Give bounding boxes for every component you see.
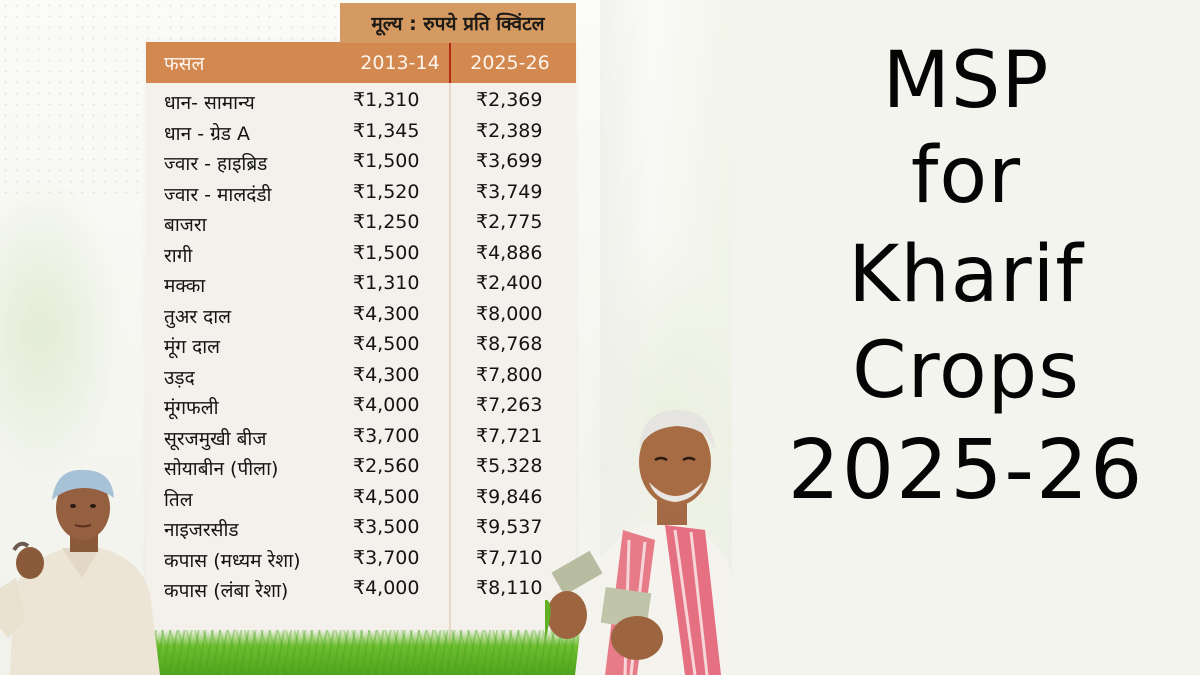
msp-2025-26: ₹3,749 (476, 180, 543, 203)
crop-name: सोयाबीन (पीला) (164, 458, 279, 480)
header-2013-14: 2013-14 (360, 51, 440, 74)
msp-2013-14: ₹4,000 (353, 577, 420, 599)
msp-2013-14: ₹3,500 (353, 516, 420, 538)
crop-name: मक्का (164, 275, 206, 297)
msp-2025-26: ₹7,721 (476, 424, 543, 447)
crop-name: नाइजरसीड (164, 519, 239, 541)
unit-label: मूल्य : रुपये प्रति क्विंटल (340, 3, 576, 43)
crop-name: धान- सामान्य (164, 92, 255, 114)
table-row: रागी ₹1,500 ₹4,886 (146, 240, 576, 271)
table-row: उड़द ₹4,300 ₹7,800 (146, 362, 576, 393)
msp-2025-26: ₹4,886 (476, 241, 543, 264)
msp-2025-26: ₹7,800 (476, 363, 543, 386)
table-header: फसल 2013-14 2025-26 (146, 42, 576, 83)
title-line-4: Crops (852, 326, 1080, 416)
table-row: ज्वार - मालदंडी ₹1,520 ₹3,749 (146, 179, 576, 210)
msp-2025-26: ₹7,263 (476, 394, 543, 416)
msp-2025-26: ₹8,110 (476, 577, 543, 599)
msp-2025-26: ₹8,768 (476, 333, 543, 355)
crop-name: तुअर दाल (164, 305, 232, 328)
header-2025-26: 2025-26 (470, 51, 550, 74)
table-row: मूंगफली ₹4,000 ₹7,263 (146, 392, 576, 423)
msp-2013-14: ₹2,560 (353, 455, 420, 477)
msp-2013-14: ₹4,000 (353, 394, 420, 416)
header-divider (449, 42, 451, 83)
msp-2013-14: ₹3,700 (353, 546, 420, 569)
woman-farmer-image (0, 469, 160, 675)
msp-2013-14: ₹4,500 (353, 333, 420, 355)
title-line-5: 2025-26 (787, 423, 1145, 518)
table-row: सूरजमुखी बीज ₹3,700 ₹7,721 (146, 423, 576, 454)
table-row: कपास (लंबा रेशा) ₹4,000 ₹8,110 (146, 575, 576, 606)
msp-table: फसल 2013-14 2025-26 धान- सामान्य ₹1,310 ₹2… (146, 42, 576, 652)
column-divider (449, 83, 451, 643)
crop-name: रागी (164, 244, 193, 267)
msp-2025-26: ₹2,369 (476, 89, 543, 111)
grass-strip (150, 630, 580, 675)
crop-name: कपास (मध्यम रेशा) (164, 549, 301, 572)
msp-2013-14: ₹1,345 (353, 119, 420, 142)
table-row: नाइजरसीड ₹3,500 ₹9,537 (146, 514, 576, 545)
man-farmer-image (545, 410, 732, 675)
title-line-1: MSP (882, 36, 1050, 126)
msp-2013-14: ₹1,250 (353, 211, 420, 233)
table-row: ज्वार - हाइब्रिड ₹1,500 ₹3,699 (146, 148, 576, 179)
msp-2025-26: ₹2,775 (476, 211, 543, 233)
msp-2013-14: ₹4,500 (353, 485, 420, 508)
msp-2013-14: ₹3,700 (353, 424, 420, 447)
msp-2013-14: ₹1,500 (353, 150, 420, 172)
crop-name: कपास (लंबा रेशा) (164, 580, 289, 602)
msp-2025-26: ₹3,699 (476, 150, 543, 172)
table-row: बाजरा ₹1,250 ₹2,775 (146, 209, 576, 240)
msp-2025-26: ₹9,537 (476, 516, 543, 538)
crop-name: सूरजमुखी बीज (164, 427, 267, 450)
crop-name: ज्वार - मालदंडी (164, 183, 272, 206)
msp-2025-26: ₹5,328 (476, 455, 543, 477)
table-row: धान - ग्रेड A ₹1,345 ₹2,389 (146, 118, 576, 149)
table-row: कपास (मध्यम रेशा) ₹3,700 ₹7,710 (146, 545, 576, 576)
crop-name: मूंगफली (164, 397, 219, 419)
table-row: धान- सामान्य ₹1,310 ₹2,369 (146, 87, 576, 118)
title-line-2: for (910, 131, 1022, 221)
title-line-3: Kharif (848, 230, 1084, 320)
table-row: मक्का ₹1,310 ₹2,400 (146, 270, 576, 301)
msp-2013-14: ₹4,300 (353, 363, 420, 386)
msp-2025-26: ₹9,846 (476, 485, 543, 508)
msp-table-panel: फसल 2013-14 2025-26 धान- सामान्य ₹1,310 ₹2… (0, 0, 732, 675)
table-row: सोयाबीन (पीला) ₹2,560 ₹5,328 (146, 453, 576, 484)
table-row: तुअर दाल ₹4,300 ₹8,000 (146, 301, 576, 332)
crop-name: ज्वार - हाइब्रिड (164, 153, 268, 175)
crop-name: धान - ग्रेड A (164, 122, 251, 145)
msp-2025-26: ₹2,400 (476, 272, 543, 294)
msp-2013-14: ₹1,520 (353, 180, 420, 203)
crop-name: तिल (164, 488, 193, 511)
crop-name: उड़द (164, 366, 195, 389)
msp-2013-14: ₹1,500 (353, 241, 420, 264)
msp-2013-14: ₹1,310 (353, 272, 420, 294)
msp-2013-14: ₹1,310 (353, 89, 420, 111)
msp-2025-26: ₹7,710 (476, 546, 543, 569)
msp-2025-26: ₹8,000 (476, 302, 543, 325)
msp-2025-26: ₹2,389 (476, 119, 543, 142)
crop-name: मूंग दाल (164, 336, 220, 358)
header-crop: फसल (164, 52, 205, 75)
table-body: धान- सामान्य ₹1,310 ₹2,369 धान - ग्रेड A ₹1… (146, 87, 576, 606)
msp-2013-14: ₹4,300 (353, 302, 420, 325)
table-row: मूंग दाल ₹4,500 ₹8,768 (146, 331, 576, 362)
title-panel: MSP for Kharif Crops 2025-26 (732, 0, 1200, 675)
crop-name: बाजरा (164, 214, 207, 236)
table-row: तिल ₹4,500 ₹9,846 (146, 484, 576, 515)
